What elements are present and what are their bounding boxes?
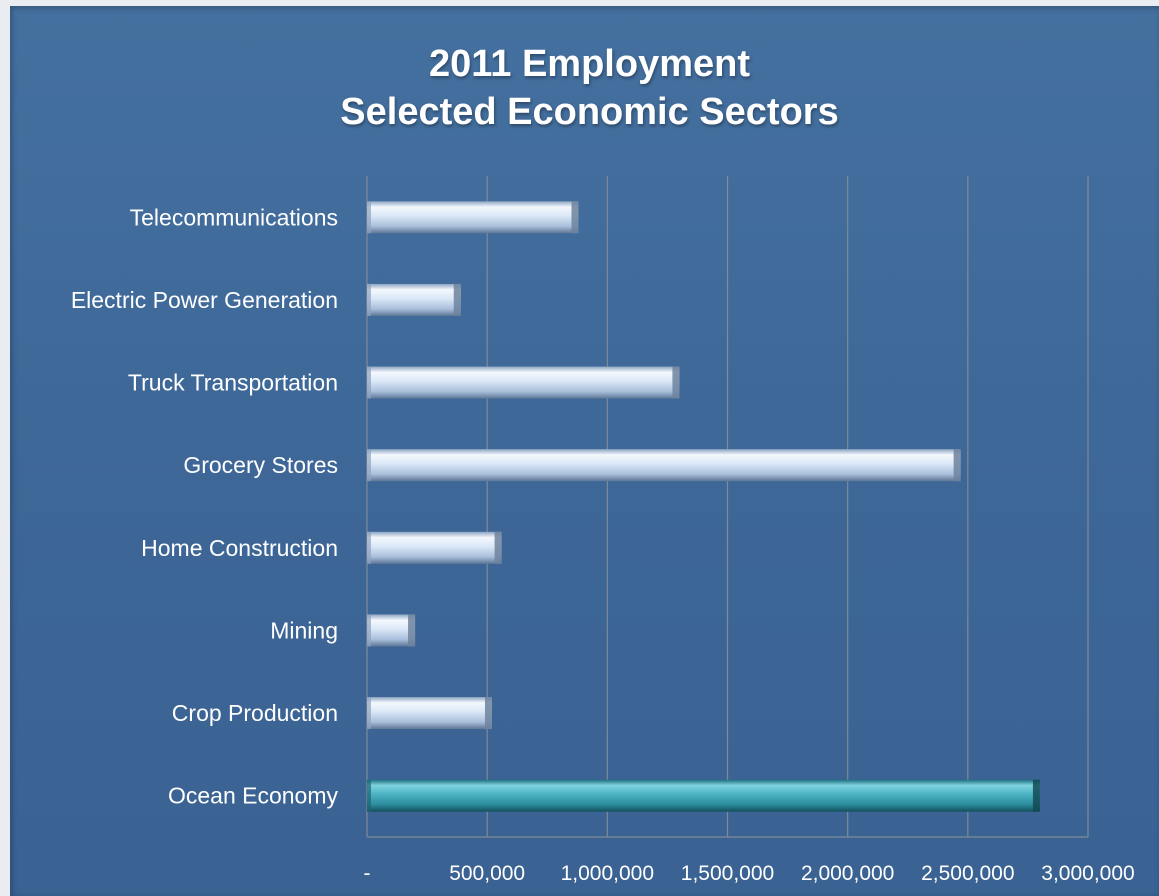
- bar-rect-grocery-stores: [367, 449, 961, 482]
- x-tick-label-3: 1,500,000: [681, 862, 774, 885]
- bar-rect-home-construction: [367, 531, 502, 564]
- x-tick-label-1: 500,000: [449, 862, 525, 885]
- category-label-truck-transportation: Truck Transportation: [128, 370, 338, 396]
- bar-rect-crop-production: [367, 697, 492, 730]
- x-tick-label-5: 2,500,000: [921, 862, 1014, 885]
- x-tick-label-6: 3,000,000: [1041, 862, 1134, 885]
- bar-electric-power-generation: [367, 283, 461, 316]
- category-label-telecommunications: Telecommunications: [130, 204, 338, 230]
- bar-rect-electric-power-generation: [367, 283, 461, 316]
- bar-home-construction: [367, 531, 502, 564]
- bar-ocean-economy: [367, 779, 1040, 812]
- x-axis-tick-labels: - 500,000 1,000,000 1,500,000 2,000,000 2,500…: [364, 862, 1135, 885]
- bar-end-bevel-electric-power-generation: [453, 283, 461, 316]
- category-label-crop-production: Crop Production: [172, 700, 338, 726]
- bar-mining: [367, 614, 416, 647]
- category-labels: Telecommunications Electric Power Generat…: [71, 204, 339, 808]
- gridlines: [366, 176, 1089, 838]
- bar-truck-transportation: [367, 366, 680, 399]
- bar-start-bevel-crop-production: [367, 697, 371, 730]
- bar-rect-telecommunications: [367, 201, 579, 234]
- category-label-electric-power-generation: Electric Power Generation: [71, 287, 338, 313]
- bar-grocery-stores: [367, 449, 961, 482]
- x-tick-label-4: 2,000,000: [801, 862, 894, 885]
- bar-start-bevel-mining: [367, 614, 371, 647]
- chart-title-line-1: 2011 Employment: [428, 43, 751, 85]
- chart-title-line-2: Selected Economic Sectors: [340, 91, 839, 133]
- bar-crop-production: [367, 697, 492, 730]
- bar-start-bevel-grocery-stores: [367, 449, 371, 482]
- bar-end-bevel-telecommunications: [571, 201, 579, 234]
- bar-end-bevel-home-construction: [494, 531, 502, 564]
- chart-title: 2011 Employment Selected Economic Sector…: [10, 40, 1159, 136]
- bar-end-bevel-mining: [408, 614, 416, 647]
- category-label-home-construction: Home Construction: [141, 535, 338, 561]
- bar-end-bevel-truck-transportation: [672, 366, 680, 399]
- category-label-grocery-stores: Grocery Stores: [183, 452, 338, 478]
- bar-rect-ocean-economy: [367, 779, 1040, 812]
- bar-end-bevel-grocery-stores: [953, 449, 961, 482]
- bar-start-bevel-home-construction: [367, 531, 371, 564]
- bar-telecommunications: [367, 201, 579, 234]
- category-label-ocean-economy: Ocean Economy: [168, 783, 339, 809]
- bar-rect-truck-transportation: [367, 366, 680, 399]
- bars: [367, 201, 1040, 812]
- bar-end-bevel-crop-production: [484, 697, 492, 730]
- bar-rect-mining: [367, 614, 416, 647]
- x-tick-label-0: -: [364, 862, 371, 885]
- bar-start-bevel-truck-transportation: [367, 366, 371, 399]
- bar-end-bevel-ocean-economy: [1032, 779, 1040, 812]
- category-label-mining: Mining: [270, 617, 338, 643]
- bar-start-bevel-ocean-economy: [367, 779, 371, 812]
- bar-start-bevel-telecommunications: [367, 201, 371, 234]
- x-tick-label-2: 1,000,000: [561, 862, 654, 885]
- bar-start-bevel-electric-power-generation: [367, 283, 371, 316]
